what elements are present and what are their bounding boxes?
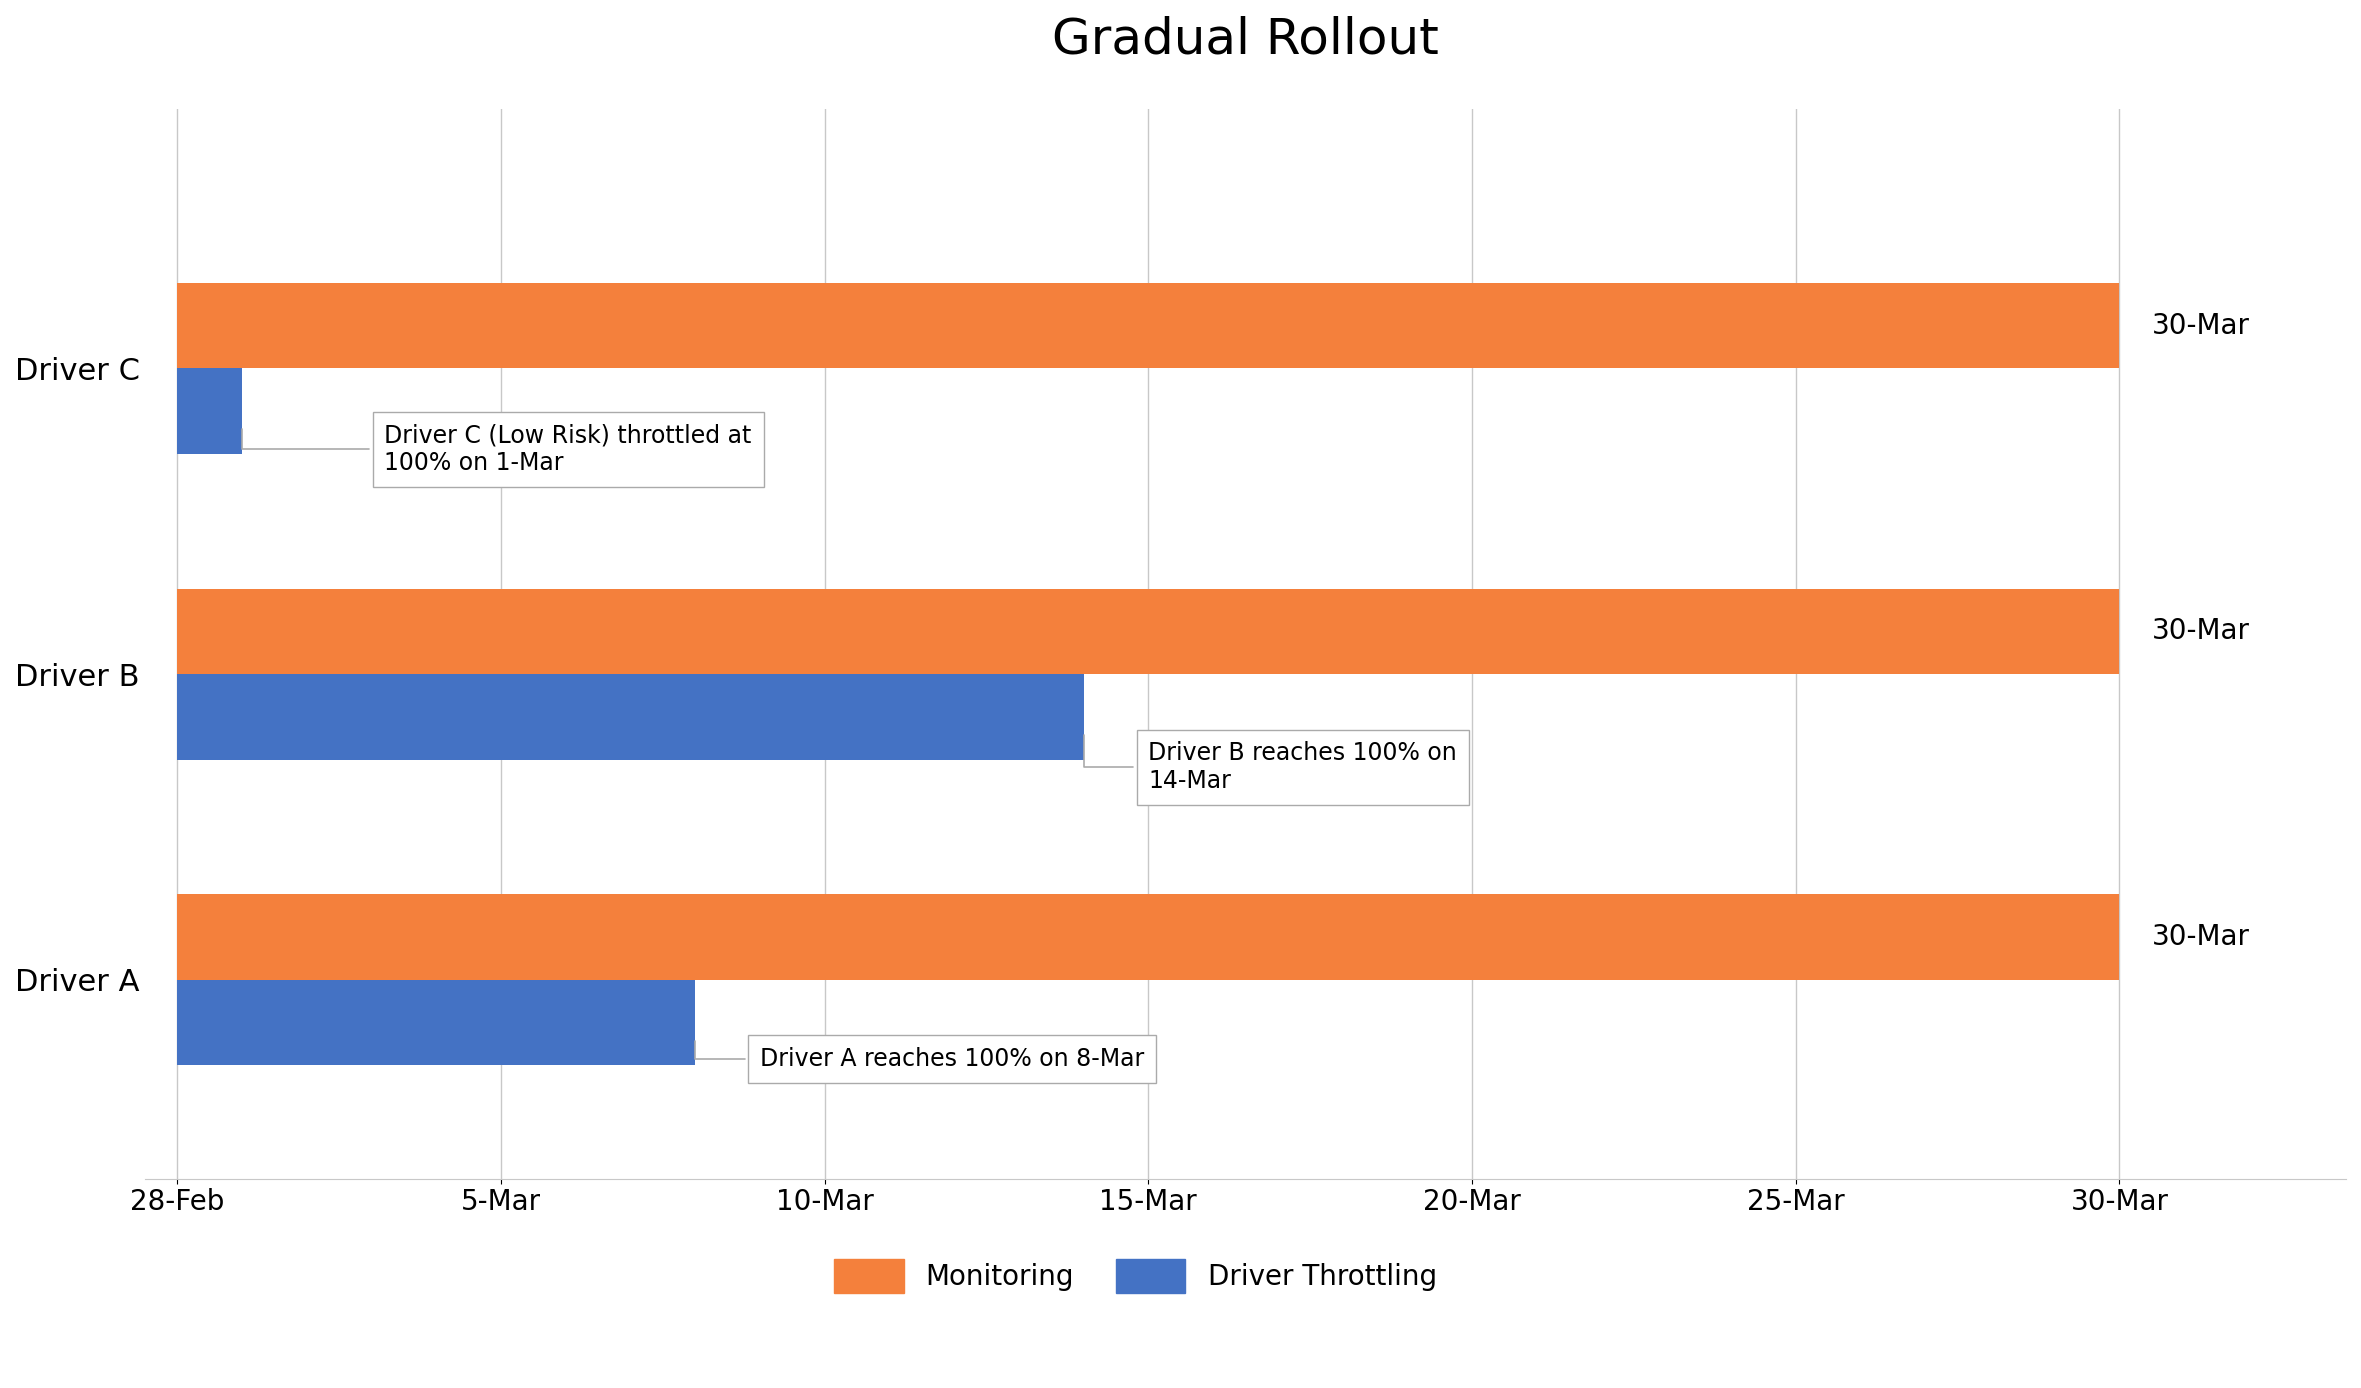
Bar <box>177 368 241 454</box>
Text: Driver B reaches 100% on
14-Mar: Driver B reaches 100% on 14-Mar <box>1084 736 1457 793</box>
Title: Gradual Rollout: Gradual Rollout <box>1053 15 1438 62</box>
Text: Driver A reaches 100% on 8-Mar: Driver A reaches 100% on 8-Mar <box>694 1041 1145 1072</box>
Bar <box>177 675 1084 759</box>
Text: 30-Mar: 30-Mar <box>2151 312 2250 340</box>
Text: Driver C (Low Risk) throttled at
100% on 1-Mar: Driver C (Low Risk) throttled at 100% on… <box>241 423 751 475</box>
Bar <box>177 980 694 1066</box>
Text: 30-Mar: 30-Mar <box>2151 923 2250 951</box>
Bar <box>177 894 2120 980</box>
Bar <box>177 283 2120 368</box>
Text: 30-Mar: 30-Mar <box>2151 618 2250 645</box>
Bar <box>177 589 2120 675</box>
Legend: Monitoring, Driver Throttling: Monitoring, Driver Throttling <box>824 1248 1447 1303</box>
